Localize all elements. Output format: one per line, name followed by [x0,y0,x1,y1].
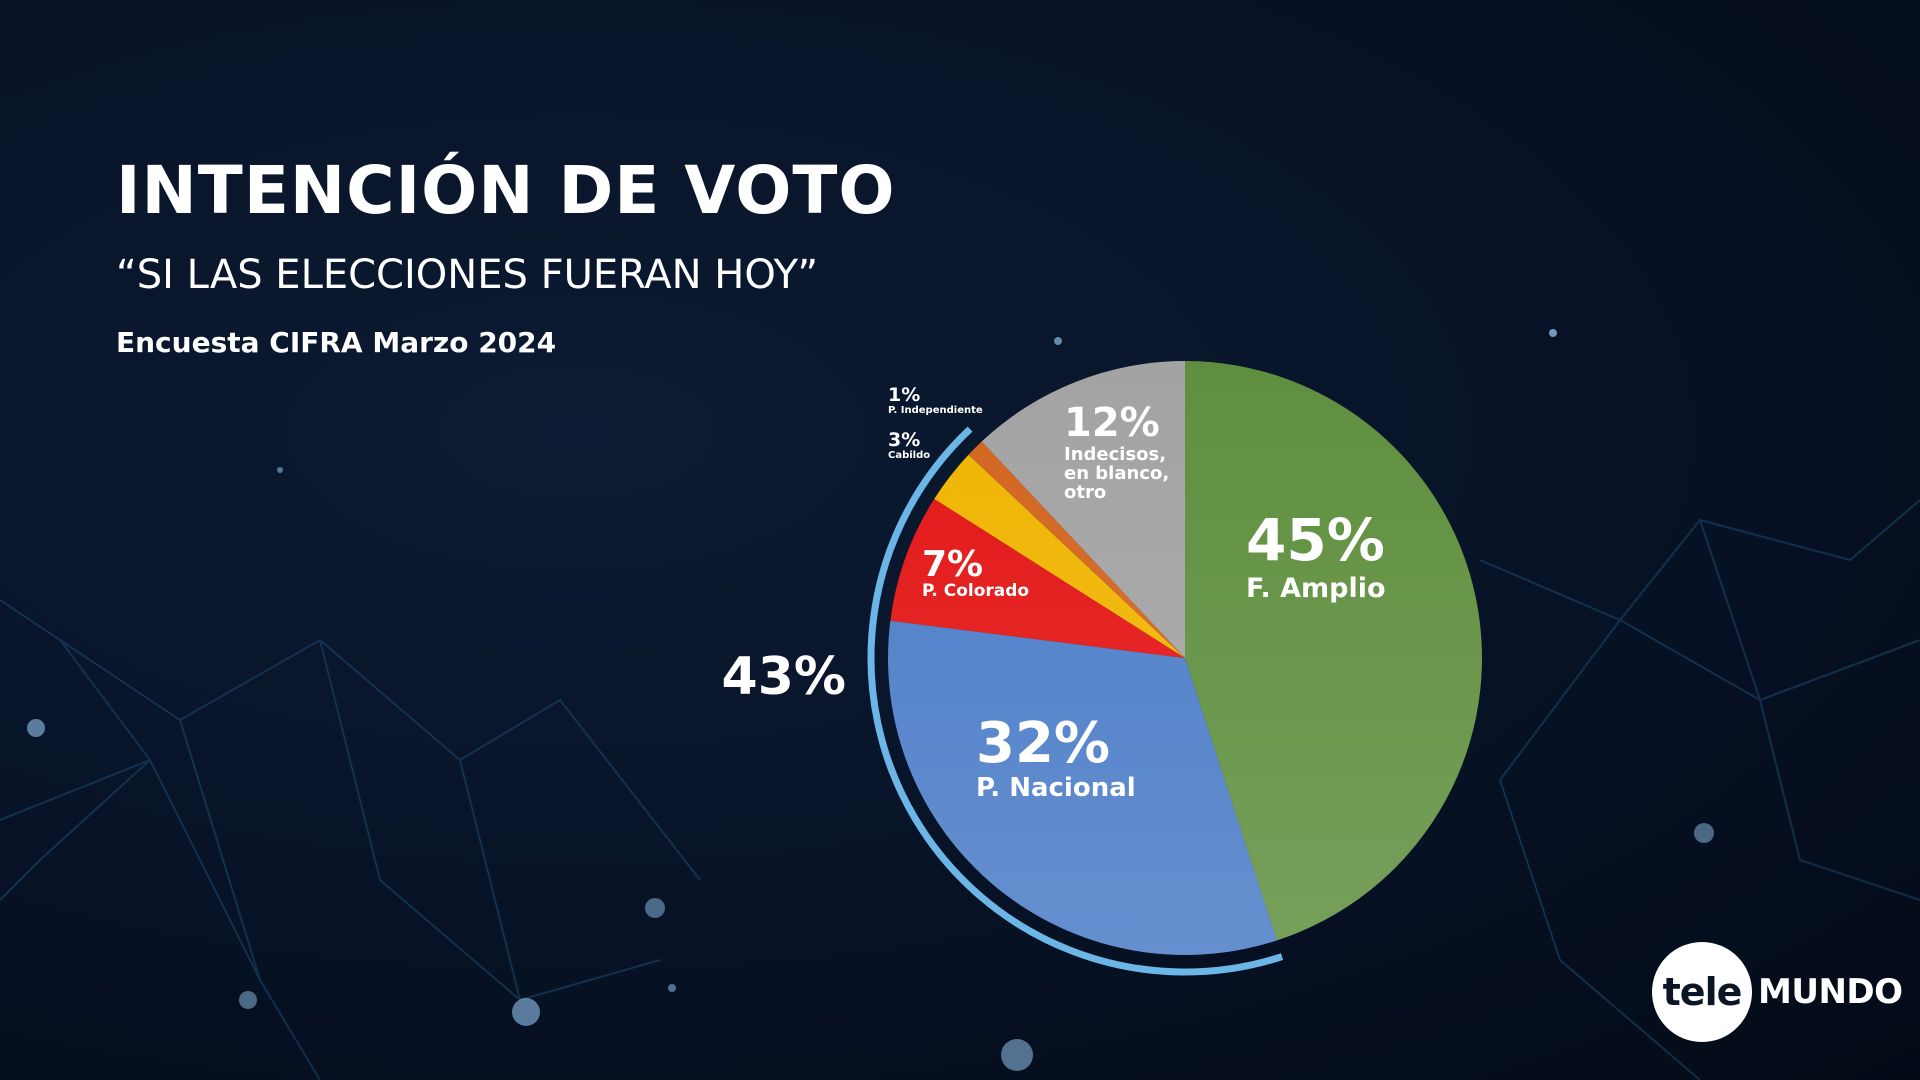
combined-share-value: 43% [722,647,846,707]
slice-value-cabildo: 3% [888,429,920,451]
page-subtitle: “SI LAS ELECCIONES FUERAN HOY” [116,252,819,298]
slice-value-p-nacional: 32% [976,711,1110,776]
survey-source: Encuesta CIFRA Marzo 2024 [116,326,557,359]
slice-label-p-independiente: P. Independiente [888,405,983,416]
logo-tele: tele [1652,942,1752,1042]
page-title: INTENCIÓN DE VOTO [116,152,896,229]
slice-label-f-amplio: F. Amplio [1246,573,1386,604]
slice-value-f-amplio: 45% [1246,506,1385,574]
pie-shading [888,361,1482,955]
slice-label-cabildo: Cabildo [888,450,930,461]
slice-label-indecisos-line-3: otro [1064,482,1106,503]
slice-label-indecisos-line-2: en blanco, [1064,463,1169,484]
slice-label-indecisos-line-1: Indecisos, [1064,444,1166,465]
slice-value-p-independiente: 1% [888,384,920,406]
combined-share-bracket [867,426,1284,976]
telemundo-logo: tele MUNDO [1652,942,1903,1042]
slice-label-p-colorado: P. Colorado [922,581,1029,601]
logo-mundo: MUNDO [1758,972,1903,1012]
slice-label-p-nacional: P. Nacional [976,773,1136,803]
slice-value-indecisos: 12% [1064,400,1160,446]
slice-value-p-colorado: 7% [922,544,983,585]
